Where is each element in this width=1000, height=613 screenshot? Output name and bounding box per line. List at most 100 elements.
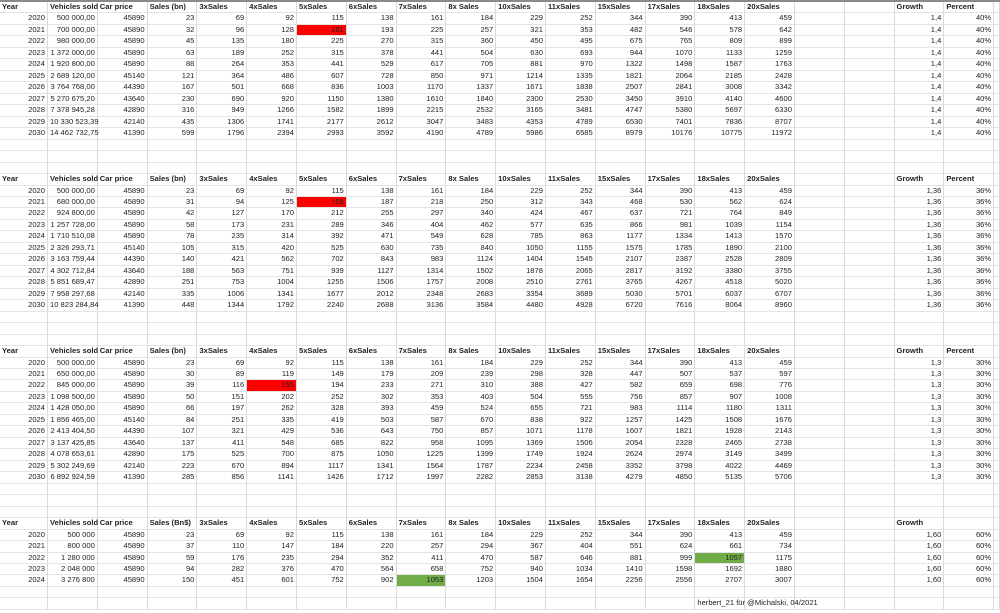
cell[interactable]: 753 <box>197 277 248 289</box>
cell[interactable]: 1344 <box>197 300 248 312</box>
cell[interactable]: 840 <box>446 242 497 255</box>
cell[interactable] <box>346 139 397 152</box>
cell[interactable]: 393 <box>346 403 397 415</box>
column-header[interactable]: 20xSales <box>745 346 795 358</box>
cell[interactable]: 233 <box>346 380 397 392</box>
cell[interactable]: 2064 <box>645 70 696 83</box>
cell[interactable]: 1,3 <box>894 391 945 404</box>
cell[interactable] <box>844 426 895 438</box>
cell[interactable]: 555 <box>545 391 596 404</box>
cell[interactable] <box>844 311 895 324</box>
cell[interactable] <box>794 391 845 404</box>
cell[interactable] <box>794 242 845 255</box>
cell[interactable] <box>197 586 248 599</box>
cell[interactable] <box>844 254 895 266</box>
cell[interactable] <box>794 426 845 438</box>
cell[interactable]: 857 <box>446 426 497 438</box>
cell[interactable] <box>48 139 98 152</box>
cell[interactable]: 628 <box>446 231 497 243</box>
cell[interactable]: 60% <box>944 575 995 587</box>
cell[interactable]: 1,36 <box>894 254 945 266</box>
cell[interactable] <box>197 598 248 610</box>
cell[interactable]: 693 <box>545 47 596 60</box>
cell[interactable] <box>994 242 1000 255</box>
cell[interactable] <box>745 506 795 519</box>
cell[interactable]: 1124 <box>446 254 497 266</box>
cell[interactable]: 949 <box>197 105 248 117</box>
cell[interactable]: 1,36 <box>894 277 945 289</box>
cell[interactable] <box>994 586 1000 599</box>
cell[interactable]: 907 <box>695 391 746 404</box>
cell[interactable]: 2025 <box>0 414 48 427</box>
cell[interactable]: 138 <box>346 185 397 197</box>
cell[interactable]: 1928 <box>695 426 746 438</box>
cell[interactable]: 184 <box>446 13 497 25</box>
cell[interactable]: 702 <box>296 254 347 266</box>
cell[interactable]: 721 <box>645 208 696 220</box>
cell[interactable]: 2107 <box>595 254 646 266</box>
cell[interactable]: 1095 <box>446 437 497 450</box>
cell[interactable]: 220 <box>346 541 397 553</box>
cell[interactable]: 184 <box>296 541 347 553</box>
cell[interactable] <box>745 334 795 347</box>
cell[interactable]: 4518 <box>695 277 746 289</box>
cell[interactable]: 1,36 <box>894 185 945 197</box>
cell[interactable]: 250 <box>446 196 497 209</box>
cell[interactable] <box>994 70 1000 83</box>
cell[interactable]: 2556 <box>645 575 696 587</box>
cell[interactable]: 1,60 <box>894 552 945 564</box>
cell[interactable]: 92 <box>247 13 297 25</box>
cell[interactable]: 451 <box>197 575 248 587</box>
cell[interactable] <box>97 334 148 347</box>
cell[interactable]: 1,60 <box>894 563 945 576</box>
cell[interactable]: 1,36 <box>894 231 945 243</box>
cell[interactable] <box>595 139 646 152</box>
cell[interactable]: 1,3 <box>894 449 945 461</box>
column-header[interactable]: 6xSales <box>346 346 397 358</box>
cell[interactable]: 467 <box>545 208 596 220</box>
cell[interactable] <box>844 380 895 392</box>
cell[interactable] <box>844 242 895 255</box>
cell[interactable]: 1,60 <box>894 541 945 553</box>
column-header[interactable]: 4xSales <box>247 174 297 186</box>
cell[interactable]: 251 <box>197 414 248 427</box>
cell[interactable] <box>0 162 48 175</box>
cell[interactable]: 1127 <box>346 265 397 278</box>
cell[interactable]: 2177 <box>296 116 347 129</box>
cell[interactable]: 1 098 500,00 <box>48 391 98 404</box>
cell[interactable]: 646 <box>545 552 596 564</box>
cell[interactable] <box>48 483 98 496</box>
cell[interactable] <box>844 541 895 553</box>
cell[interactable]: 252 <box>247 47 297 60</box>
cell[interactable]: 69 <box>197 357 248 369</box>
cell[interactable]: 252 <box>545 357 596 369</box>
cell[interactable]: 413 <box>695 13 746 25</box>
cell[interactable]: 507 <box>645 369 696 381</box>
cell[interactable]: 441 <box>296 59 347 71</box>
cell[interactable] <box>48 495 98 507</box>
cell[interactable]: 624 <box>745 196 795 209</box>
cell[interactable]: 297 <box>396 208 447 220</box>
cell[interactable]: 2024 <box>0 575 48 587</box>
cell[interactable]: 42890 <box>97 105 148 117</box>
cell[interactable] <box>794 162 845 175</box>
cell[interactable]: 1050 <box>496 242 546 255</box>
column-header[interactable]: Car price <box>97 174 148 186</box>
cell[interactable]: 69 <box>197 185 248 197</box>
cell[interactable]: 42890 <box>97 449 148 461</box>
column-header[interactable]: 4xSales <box>247 518 297 530</box>
cell[interactable]: 3584 <box>446 300 497 312</box>
cell[interactable]: 1008 <box>745 391 795 404</box>
cell[interactable]: 229 <box>496 529 546 542</box>
cell[interactable]: 441 <box>396 47 447 60</box>
cell[interactable] <box>745 139 795 152</box>
cell[interactable]: 2024 <box>0 59 48 71</box>
cell[interactable]: 2030 <box>0 472 48 484</box>
cell[interactable]: 255 <box>346 208 397 220</box>
cell[interactable]: 197 <box>197 403 248 415</box>
cell[interactable] <box>844 231 895 243</box>
cell[interactable]: 2028 <box>0 449 48 461</box>
cell[interactable] <box>0 483 48 496</box>
cell[interactable] <box>794 231 845 243</box>
cell[interactable] <box>97 151 148 163</box>
